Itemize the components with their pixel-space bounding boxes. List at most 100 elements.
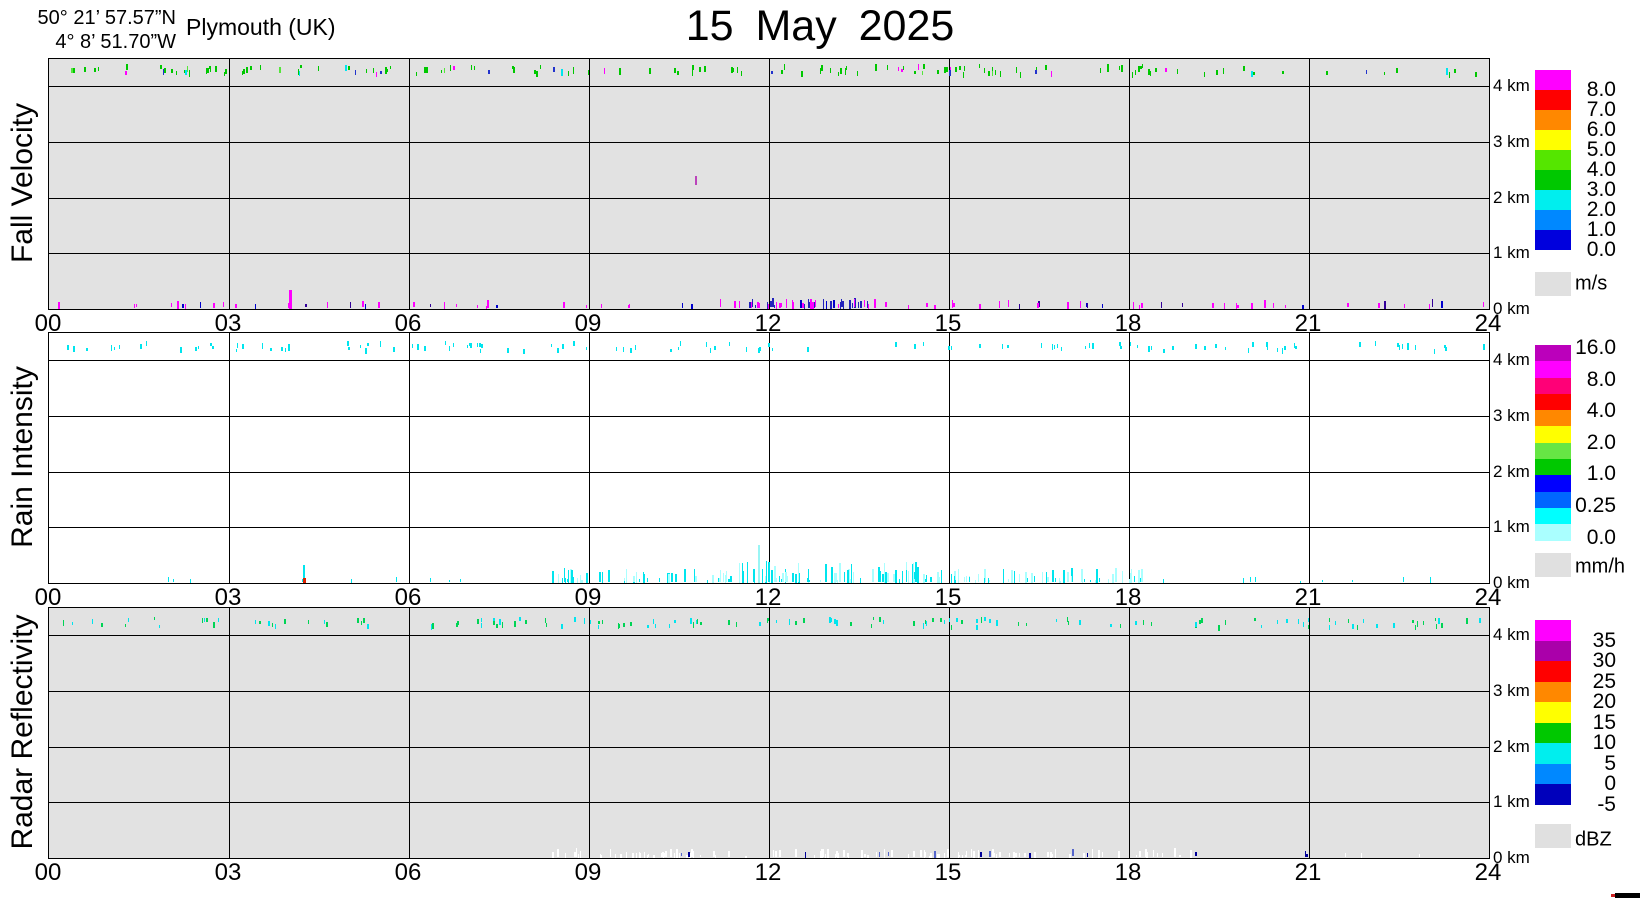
data-tick bbox=[1035, 67, 1037, 71]
height-tick-label: 4 km bbox=[1493, 350, 1530, 369]
data-tick bbox=[1067, 621, 1069, 625]
data-tick bbox=[1383, 301, 1386, 309]
data-tick bbox=[185, 303, 187, 309]
data-tick bbox=[493, 621, 496, 626]
data-tick bbox=[134, 304, 136, 308]
data-tick bbox=[170, 68, 173, 74]
data-tick bbox=[988, 71, 991, 76]
legend-color-segment bbox=[1535, 361, 1571, 378]
data-tick bbox=[1161, 301, 1162, 309]
gridline-vertical bbox=[769, 59, 770, 309]
x-tick-label: 24 bbox=[1474, 859, 1502, 886]
data-tick bbox=[624, 580, 626, 583]
data-tick bbox=[1252, 341, 1255, 348]
data-tick bbox=[1071, 568, 1074, 583]
height-axis-fall-velocity: 4 km 3 km 2 km 1 km 0 km bbox=[1493, 58, 1539, 318]
gridline-horizontal bbox=[49, 690, 1489, 692]
data-tick bbox=[197, 345, 199, 349]
data-tick bbox=[950, 624, 952, 630]
data-tick bbox=[1119, 345, 1122, 350]
data-tick bbox=[205, 67, 207, 74]
data-tick bbox=[477, 305, 479, 309]
data-tick bbox=[872, 568, 875, 583]
data-tick bbox=[602, 619, 604, 625]
data-tick bbox=[978, 343, 981, 348]
data-tick bbox=[1224, 303, 1226, 309]
legend-value-label: 8.0 bbox=[1586, 367, 1616, 391]
data-tick bbox=[936, 853, 938, 858]
data-tick bbox=[675, 573, 678, 583]
legend-value-label: 0 bbox=[1604, 772, 1616, 795]
data-tick bbox=[1086, 303, 1088, 309]
data-tick bbox=[826, 849, 829, 858]
data-tick bbox=[766, 301, 768, 309]
height-tick-label: 0 km bbox=[1493, 573, 1530, 592]
data-tick bbox=[1444, 344, 1447, 348]
data-tick bbox=[726, 571, 728, 583]
station-name: Plymouth (UK) bbox=[186, 14, 336, 40]
data-tick bbox=[1134, 576, 1136, 582]
corner-mark-black bbox=[1615, 893, 1640, 898]
data-tick bbox=[259, 64, 261, 71]
data-tick bbox=[989, 619, 992, 624]
data-tick bbox=[911, 563, 914, 583]
data-tick bbox=[1087, 852, 1089, 858]
data-tick bbox=[1441, 622, 1444, 629]
data-tick bbox=[781, 303, 783, 308]
data-tick bbox=[572, 67, 574, 75]
data-tick bbox=[810, 299, 813, 309]
data-tick bbox=[441, 69, 443, 74]
data-tick bbox=[1173, 346, 1175, 350]
gridline-vertical bbox=[229, 59, 230, 309]
data-tick bbox=[83, 66, 86, 73]
data-feature bbox=[303, 565, 305, 578]
data-tick bbox=[1242, 578, 1244, 583]
data-tick bbox=[755, 304, 757, 309]
data-tick bbox=[573, 617, 576, 622]
legend-color-segment bbox=[1535, 70, 1571, 90]
data-tick bbox=[534, 69, 537, 74]
data-tick bbox=[1237, 305, 1240, 309]
data-tick bbox=[863, 853, 866, 858]
data-tick bbox=[960, 620, 963, 625]
data-tick bbox=[980, 617, 982, 623]
data-tick bbox=[159, 624, 161, 628]
panel-rain-intensity: Rain Intensity 00 03 06 09 12 15 18 21 24 4 km 3 … bbox=[0, 332, 1640, 618]
data-tick bbox=[556, 849, 559, 858]
gridline-vertical bbox=[1129, 59, 1130, 309]
data-tick bbox=[879, 851, 881, 858]
data-tick bbox=[938, 854, 941, 858]
data-tick bbox=[857, 302, 859, 309]
data-tick bbox=[1092, 849, 1094, 858]
data-tick bbox=[610, 848, 612, 858]
data-tick bbox=[884, 563, 886, 583]
legend-value-label: 7.0 bbox=[1586, 98, 1616, 121]
gridline-vertical bbox=[589, 59, 590, 309]
data-tick bbox=[1298, 619, 1300, 625]
data-tick bbox=[110, 344, 112, 351]
data-tick bbox=[1195, 851, 1198, 857]
data-tick bbox=[924, 852, 926, 858]
data-tick bbox=[1011, 569, 1014, 583]
data-tick bbox=[765, 576, 767, 582]
height-tick-label: 2 km bbox=[1493, 736, 1530, 756]
data-tick bbox=[1018, 574, 1020, 583]
data-tick bbox=[1475, 71, 1478, 78]
gridline-vertical bbox=[949, 608, 950, 858]
data-tick bbox=[945, 66, 948, 72]
time-axis-radar-reflectivity: 00 03 06 09 12 15 18 21 24 bbox=[35, 859, 1502, 887]
data-tick bbox=[425, 67, 428, 73]
data-tick bbox=[1223, 67, 1225, 74]
data-tick bbox=[770, 569, 773, 583]
data-tick bbox=[386, 68, 389, 73]
data-tick bbox=[367, 342, 370, 347]
data-tick bbox=[900, 68, 903, 73]
data-tick bbox=[697, 618, 699, 625]
data-tick bbox=[866, 300, 868, 309]
data-tick bbox=[1063, 570, 1066, 583]
data-tick bbox=[93, 68, 96, 73]
gridline-horizontal bbox=[49, 471, 1489, 473]
legend-value-label: 2.0 bbox=[1586, 430, 1616, 454]
data-tick bbox=[507, 347, 510, 353]
data-tick bbox=[770, 301, 773, 308]
